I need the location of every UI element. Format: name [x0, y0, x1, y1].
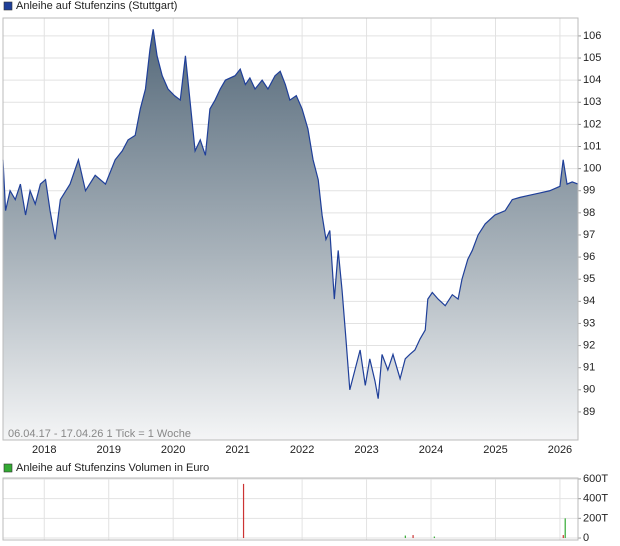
volume-bar — [433, 536, 435, 539]
x-tick-label: 2020 — [161, 444, 185, 456]
y-tick-label: 99 — [583, 185, 595, 197]
y-tick-label: 106 — [583, 30, 601, 42]
plot-frame — [2, 17, 579, 441]
volume-bar — [564, 518, 566, 539]
y-tick-label: 90 — [583, 384, 595, 396]
x-tick-label: 2018 — [32, 444, 56, 456]
x-tick-label: 2025 — [483, 444, 507, 456]
y-tick-label: 0 — [583, 532, 589, 544]
price-line — [2, 29, 579, 399]
x-tick-label: 2024 — [419, 444, 443, 456]
y-tick-label: 103 — [583, 96, 601, 108]
legend-swatch — [3, 463, 13, 473]
y-tick-label: 94 — [583, 295, 595, 307]
legend-swatch — [3, 1, 13, 11]
x-tick-label: 2019 — [96, 444, 120, 456]
y-tick-label: 95 — [583, 273, 595, 285]
y-tick-label: 105 — [583, 52, 601, 64]
plot-area — [3, 478, 578, 540]
legend-label: Anleihe auf Stufenzins Volumen in Euro — [16, 462, 209, 474]
y-tick-label: 93 — [583, 317, 595, 329]
y-tick-label: 400T — [583, 493, 608, 505]
y-tick-label: 200T — [583, 512, 608, 524]
y-tick-label: 98 — [583, 207, 595, 219]
y-tick-label: 100 — [583, 163, 601, 175]
y-tick-label: 97 — [583, 229, 595, 241]
y-tick-label: 92 — [583, 339, 595, 351]
volume-bar — [404, 535, 406, 539]
x-tick-label: 2026 — [548, 444, 572, 456]
x-tick-label: 2022 — [290, 444, 314, 456]
y-tick-label: 89 — [583, 406, 595, 418]
volume-bar — [562, 535, 564, 539]
area-fill — [3, 29, 578, 441]
x-tick-label: 2021 — [225, 444, 249, 456]
volume-bar — [242, 483, 245, 539]
x-tick-label: 2023 — [354, 444, 378, 456]
chart-note: 06.04.17 - 17.04.26 1 Tick = 1 Woche — [8, 428, 191, 440]
legend-label: Anleihe auf Stufenzins (Stuttgart) — [16, 0, 177, 12]
y-tick-label: 102 — [583, 118, 601, 130]
y-tick-label: 101 — [583, 140, 601, 152]
y-tick-label: 91 — [583, 362, 595, 374]
plot-frame — [2, 477, 579, 541]
volume-bar — [412, 535, 414, 539]
y-tick-label: 600T — [583, 473, 608, 485]
y-tick-label: 104 — [583, 74, 601, 86]
y-tick-label: 96 — [583, 251, 595, 263]
